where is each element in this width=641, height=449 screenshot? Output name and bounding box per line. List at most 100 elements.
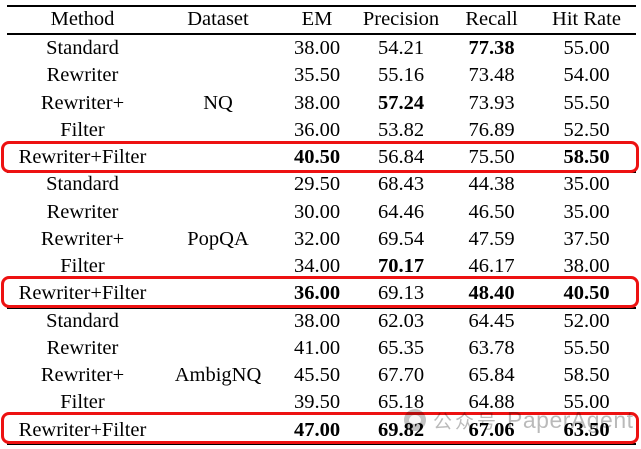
hit-rate-cell: 55.00 [563,37,610,59]
method-cell: Rewriter+Filter [18,146,147,169]
column-header-hit-rate: Hit Rate [552,8,621,30]
hit-rate-cell: 58.50 [563,364,610,387]
em-cell: 38.00 [293,309,341,332]
hit-rate-cell: 37.50 [563,227,610,250]
method-cell: Rewriter+Filter [18,282,147,305]
precision-cell: 57.24 [377,91,425,114]
em-cell: 38.00 [293,37,341,59]
precision-cell: 55.16 [377,64,425,87]
recall-cell: 67.06 [468,418,515,441]
hit-rate-cell: 35.00 [563,200,610,223]
table-row: Filter 39.50 65.18 64.88 55.00 [7,389,636,416]
precision-cell: 53.82 [377,118,425,141]
precision-cell: 64.46 [377,200,425,223]
recall-cell: 44.38 [468,173,515,196]
table-body: Standard 38.00 54.21 77.38 55.00 Rewriter 35.5… [7,35,636,444]
hit-rate-cell: 52.00 [563,309,610,332]
column-header-em: EM [301,8,333,30]
table-row: Rewriter 41.00 65.35 63.78 55.50 [7,335,636,362]
hit-rate-cell: 35.00 [563,173,610,196]
em-cell: 34.00 [293,255,341,278]
precision-cell: 69.13 [377,282,425,305]
method-cell: Standard [46,37,119,59]
precision-cell: 70.17 [377,255,425,278]
highlight-box-ambignq [1,411,639,444]
precision-cell: 69.54 [377,227,425,250]
column-header-dataset: Dataset [187,8,249,30]
method-cell: Filter [60,255,105,278]
hit-rate-cell: 52.50 [563,118,610,141]
precision-cell: 67.70 [377,364,425,387]
method-cell: Standard [46,173,119,196]
precision-cell: 69.82 [377,418,425,441]
table-header-rule [7,33,636,35]
em-cell: 30.00 [293,200,341,223]
hit-rate-cell: 55.50 [563,336,610,359]
table-row: Rewriter+ AmbigNQ 45.50 67.70 65.84 58.50 [7,362,636,389]
precision-cell: 65.18 [377,391,425,414]
dataset-cell: PopQA [187,227,249,250]
method-cell: Standard [46,309,119,332]
hit-rate-cell: 54.00 [563,64,610,87]
table-row: Standard 38.00 62.03 64.45 52.00 [7,308,636,335]
column-header-recall: Recall [465,8,518,30]
em-cell: 40.50 [293,146,341,169]
recall-cell: 48.40 [468,282,515,305]
column-header-method: Method [50,8,115,30]
table-row: Rewriter+ NQ 38.00 57.24 73.93 55.50 [7,90,636,117]
table-bottom-rule [7,443,636,445]
dataset-cell: AmbigNQ [174,364,262,387]
precision-cell: 65.35 [377,336,425,359]
table-row: Filter 34.00 70.17 46.17 38.00 [7,253,636,280]
recall-cell: 73.93 [468,91,515,114]
recall-cell: 75.50 [468,146,515,169]
method-cell: Filter [60,391,105,414]
precision-cell: 54.21 [377,37,425,59]
precision-cell: 56.84 [377,146,425,169]
table-row: Rewriter+Filter 47.00 69.82 67.06 63.50 [7,417,636,444]
precision-cell: 62.03 [377,309,425,332]
table-row: Filter 36.00 53.82 76.89 52.50 [7,117,636,144]
table-row: Rewriter 35.50 55.16 73.48 54.00 [7,62,636,89]
method-cell: Rewriter+ [40,364,125,387]
precision-cell: 68.43 [377,173,425,196]
method-cell: Rewriter+ [40,91,125,114]
hit-rate-cell: 58.50 [563,146,610,169]
highlight-box-nq [1,140,639,173]
hit-rate-cell: 40.50 [563,282,610,305]
em-cell: 36.00 [293,282,341,305]
table-header-row: Method Dataset EM Precision Recall Hit R… [7,6,636,33]
method-cell: Rewriter [46,336,119,359]
method-cell: Rewriter+ [40,227,125,250]
recall-cell: 76.89 [468,118,515,141]
method-cell: Filter [60,118,105,141]
hit-rate-cell: 55.50 [563,91,610,114]
em-cell: 35.50 [293,64,341,87]
table-top-rule [7,5,636,7]
hit-rate-cell: 55.00 [563,391,610,414]
hit-rate-cell: 63.50 [563,418,610,441]
method-cell: Rewriter [46,200,119,223]
table-row: Standard 38.00 54.21 77.38 55.00 [7,35,636,62]
table-row: Rewriter+Filter 36.00 69.13 48.40 40.50 [7,280,636,307]
em-cell: 41.00 [293,336,341,359]
method-cell: Rewriter+Filter [18,418,147,441]
em-cell: 39.50 [293,391,341,414]
em-cell: 29.50 [293,173,341,196]
em-cell: 32.00 [293,227,341,250]
method-cell: Rewriter [46,64,119,87]
recall-cell: 46.50 [468,200,515,223]
table-row: Rewriter 30.00 64.46 46.50 35.00 [7,199,636,226]
em-cell: 47.00 [293,418,341,441]
table-row: Rewriter+ PopQA 32.00 69.54 47.59 37.50 [7,226,636,253]
recall-cell: 77.38 [468,37,515,59]
recall-cell: 65.84 [468,364,515,387]
table-row: Standard 29.50 68.43 44.38 35.00 [7,171,636,198]
hit-rate-cell: 38.00 [563,255,610,278]
recall-cell: 73.48 [468,64,515,87]
em-cell: 45.50 [293,364,341,387]
recall-cell: 47.59 [468,227,515,250]
recall-cell: 64.45 [468,309,515,332]
highlight-box-popqa [1,276,639,308]
